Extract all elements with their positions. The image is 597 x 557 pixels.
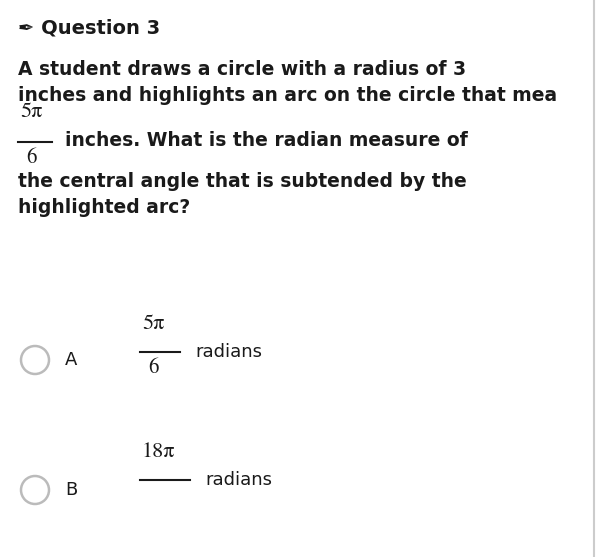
Text: 18π: 18π	[142, 442, 176, 462]
Text: inches and highlights an arc on the circle that mea: inches and highlights an arc on the circ…	[18, 86, 557, 105]
Text: 5π: 5π	[142, 314, 164, 334]
Text: ✒ Question 3: ✒ Question 3	[18, 18, 160, 37]
Text: radians: radians	[205, 471, 272, 489]
Text: highlighted arc?: highlighted arc?	[18, 198, 190, 217]
Text: inches. What is the radian measure of: inches. What is the radian measure of	[65, 130, 468, 149]
Text: 6: 6	[26, 148, 36, 168]
Text: A: A	[65, 351, 78, 369]
Text: the central angle that is subtended by the: the central angle that is subtended by t…	[18, 172, 467, 191]
Text: B: B	[65, 481, 77, 499]
Text: 6: 6	[148, 358, 158, 378]
Text: 5π: 5π	[20, 102, 42, 122]
Text: A student draws a circle with a radius of 3: A student draws a circle with a radius o…	[18, 60, 466, 79]
Text: radians: radians	[195, 343, 262, 361]
